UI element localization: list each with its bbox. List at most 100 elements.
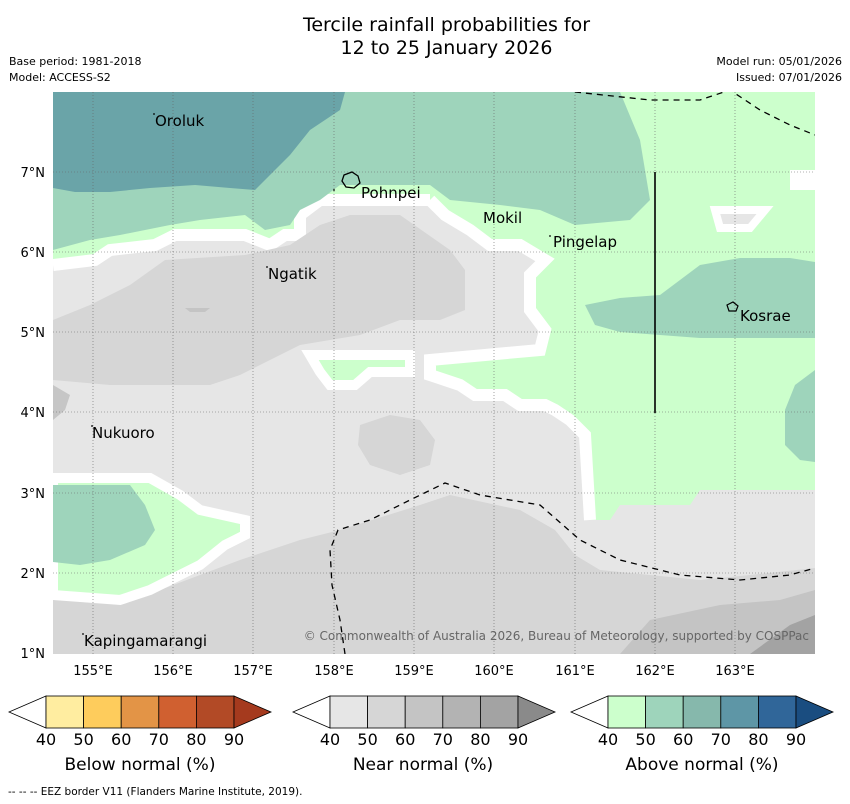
legend-low-arrow [291,695,331,729]
place-pohnpei: Pohnpei [361,184,421,202]
place-oroluk: Oroluk [155,112,204,130]
legend-area: 40 50 60 70 80 90 40 50 60 70 80 90 40 50 60 70 80 90 [7,695,835,749]
legend-tick: 50 [357,730,377,749]
legend-tick: 40 [598,730,618,749]
legend-tick: 50 [635,730,655,749]
place-ngatik: Ngatik [268,265,317,283]
above-normal-50-east [785,370,815,462]
lat-label-6n: 6°N [21,246,46,261]
lat-label-7n: 7°N [21,166,46,181]
legend-swatch [758,695,797,729]
issued-date: Issued: 07/01/2026 [735,71,842,84]
legend-swatch [720,695,759,729]
legend-tick: 70 [149,730,169,749]
above-normal-60-northwest [53,92,345,192]
legend-tick: 90 [508,730,528,749]
base-period: Base period: 1981-2018 [9,55,142,68]
legend-tick: 70 [433,730,453,749]
nukuoro-marker [91,425,93,427]
legend-tick: 60 [395,730,415,749]
kosrae-island [726,301,739,312]
near-normal-80-southeast [750,615,815,654]
near-normal-50-spot [358,415,435,475]
pohnpei-marker [333,189,335,191]
place-pingelap: Pingelap [553,233,617,251]
lat-label-5n: 5°N [21,326,46,341]
legend-swatch [607,695,646,729]
title-line-2: 12 to 25 January 2026 [340,37,553,59]
lon-label-161e: 161°E [555,664,595,679]
legend-tick: 40 [320,730,340,749]
place-kapingamarangi: Kapingamarangi [84,632,207,650]
legend-swatch [158,695,197,729]
lon-label-155e: 155°E [73,664,113,679]
contour-white-north [53,194,430,271]
above-normal-50-kosrae [585,258,815,338]
white-pocket-east [790,170,815,190]
model-run: Model run: 05/01/2026 [716,55,842,68]
legend-tick: 40 [36,730,56,749]
lat-label-3n: 3°N [21,487,46,502]
legend-swatch [479,695,519,729]
legend-above-normal: 40 50 60 70 80 90 [569,695,835,749]
lon-label-163e: 163°E [715,664,755,679]
legend-low-arrow [569,695,609,729]
place-kosrae: Kosrae [740,307,791,325]
legend-tick: 50 [73,730,93,749]
legend-high-arrow [233,695,273,729]
place-mokil: Mokil [483,209,522,227]
legend-swatch [195,695,235,729]
legend-tick: 60 [673,730,693,749]
legend-near-normal-title: Near normal (%) [352,755,494,775]
near-normal-50-center [53,215,465,385]
lat-label-1n: 1°N [21,647,46,662]
legend-swatch [682,695,722,729]
kapingamarangi-marker [82,633,84,635]
legend-tick: 80 [186,730,206,749]
legend-near-normal: 40 50 60 70 80 90 [291,695,557,749]
lon-label-158e: 158°E [314,664,354,679]
near-normal-60-spot [185,308,210,312]
legend-swatch [120,695,160,729]
legend-tick: 80 [748,730,768,749]
legend-swatch [329,695,368,729]
near-normal-60-west [53,385,70,420]
legend-swatch [83,695,122,729]
lon-label-160e: 160°E [474,664,514,679]
lon-label-159e: 159°E [394,664,434,679]
ngatik-marker [266,266,268,268]
copyright-notice: © Commonwealth of Australia 2026, Bureau… [304,629,809,643]
legend-tick: 70 [711,730,731,749]
above-normal-center-pocket [301,350,415,390]
legend-swatch [442,695,481,729]
eez-footnote: -- -- -- EEZ border V11 (Flanders Marine… [8,786,303,798]
legend-swatch [367,695,406,729]
legend-below-normal: 40 50 60 70 80 90 [7,695,273,749]
legend-below-normal-title: Below normal (%) [64,755,216,775]
model-name: Model: ACCESS-S2 [9,71,111,84]
lon-label-156e: 156°E [153,664,193,679]
near-normal-50-south [53,495,815,654]
title-line-1: Tercile rainfall probabilities for [302,14,591,36]
legend-tick: 90 [224,730,244,749]
above-normal-50-southwest [53,485,155,565]
lon-label-162e: 162°E [635,664,675,679]
lat-label-2n: 2°N [21,567,46,582]
rainfall-map: Oroluk Pohnpei Mokil Pingelap Ngatik Kos… [21,92,815,679]
oroluk-marker [153,113,155,115]
lat-label-4n: 4°N [21,406,46,421]
near-normal-pocket [709,206,774,232]
legend-high-arrow [517,695,557,729]
place-nukuoro: Nukuoro [92,424,155,442]
legend-low-arrow [7,695,47,729]
legend-tick: 60 [111,730,131,749]
near-normal-60-southeast [620,590,815,654]
legend-above-normal-title: Above normal (%) [625,755,779,775]
legend-swatch [45,695,84,729]
pohnpei-island [341,171,361,189]
legend-high-arrow [795,695,835,729]
legend-tick: 90 [786,730,806,749]
pingelap-marker [549,235,551,237]
legend-tick: 80 [470,730,490,749]
contour-white-east [424,195,596,521]
